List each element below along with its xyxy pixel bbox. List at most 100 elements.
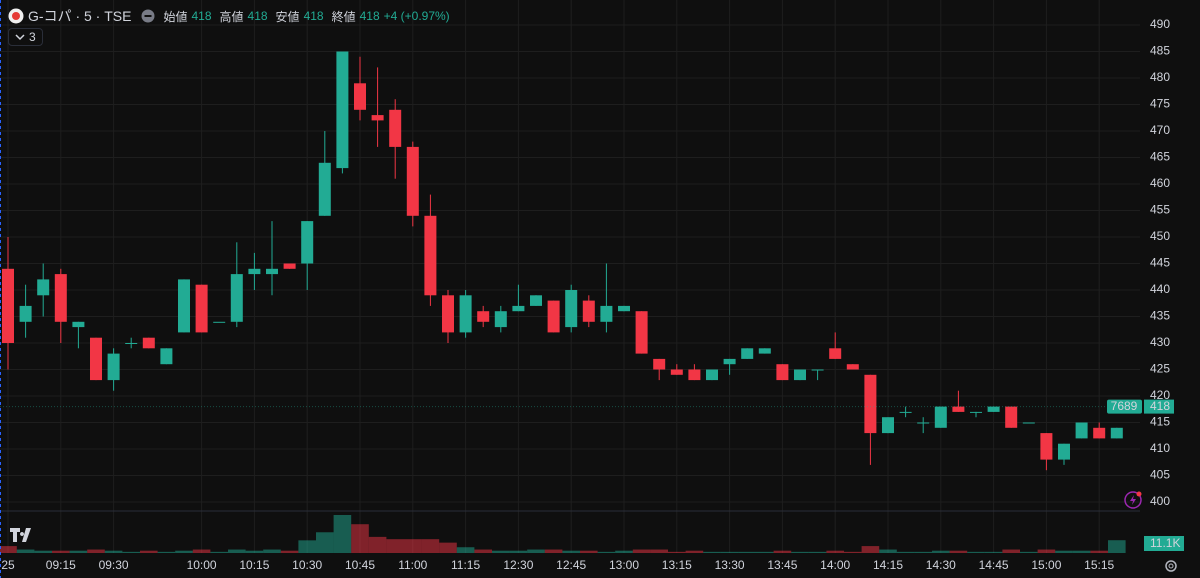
volume-bar xyxy=(896,551,915,553)
volume-bar xyxy=(175,550,193,553)
candle-body xyxy=(459,295,472,333)
low-value: 418 xyxy=(303,9,324,23)
volume-bar xyxy=(52,550,70,553)
y-tick-label: 475 xyxy=(1150,97,1170,111)
candle-body xyxy=(811,369,824,371)
candle-body xyxy=(477,311,490,322)
candle-body xyxy=(160,348,173,365)
candle-body xyxy=(494,311,507,328)
volume-bar xyxy=(439,542,457,553)
candle-body xyxy=(600,305,613,322)
volume-bar xyxy=(140,550,158,553)
x-tick-label: 09:15 xyxy=(46,558,76,572)
candle-body xyxy=(230,274,243,322)
candle-body xyxy=(1022,422,1035,424)
candle-body xyxy=(794,369,806,381)
candle-body xyxy=(248,268,261,275)
volume-bar xyxy=(245,550,264,553)
x-tick-label: 10:30 xyxy=(292,558,322,572)
candle-body xyxy=(970,411,982,413)
volume-bar xyxy=(404,539,422,553)
candle-body xyxy=(442,295,454,333)
volume-bar xyxy=(544,549,563,553)
volume-tag-bg xyxy=(1144,536,1184,551)
y-tick-label: 485 xyxy=(1150,44,1170,58)
volume-bar xyxy=(703,551,721,553)
volume-bar xyxy=(192,549,211,553)
candle-body xyxy=(266,268,278,275)
x-tick-label: 13:30 xyxy=(715,558,745,572)
volume-bar xyxy=(368,536,387,553)
volume-tag: 11.1K xyxy=(1150,536,1180,550)
candle-body xyxy=(512,305,525,312)
candle-body xyxy=(1075,422,1088,439)
candle-body xyxy=(882,417,894,434)
volume-bar xyxy=(333,515,352,553)
candle-body xyxy=(934,406,947,428)
alert-icon[interactable] xyxy=(1124,491,1142,509)
volume-bar xyxy=(104,550,123,553)
candle-body xyxy=(706,369,718,381)
candle-body xyxy=(125,343,138,344)
volume-bar xyxy=(562,550,580,553)
x-tick-label: 13:00 xyxy=(609,558,639,572)
marks xyxy=(0,51,1126,553)
volume-bar xyxy=(861,546,880,553)
symbol-logo xyxy=(8,8,24,24)
volume-bar xyxy=(685,550,704,553)
y-tick-label: 435 xyxy=(1150,309,1170,323)
candle-body xyxy=(653,358,666,370)
candle-body xyxy=(2,268,14,343)
volume-bar xyxy=(914,551,932,553)
candle-body xyxy=(829,348,842,359)
volume-bar xyxy=(738,551,756,553)
close-label: 終値 xyxy=(331,9,356,24)
hide-button[interactable] xyxy=(141,9,155,23)
settings-icon[interactable] xyxy=(1165,560,1177,572)
y-tick-label: 420 xyxy=(1150,388,1170,402)
candle-body xyxy=(72,321,85,328)
symbol[interactable]: G-コパ · 5 · TSE xyxy=(28,8,132,24)
candle-body xyxy=(1040,433,1053,460)
volume-bar xyxy=(87,549,105,553)
candle-body xyxy=(776,364,789,381)
chevron xyxy=(15,34,25,41)
y-tick-label: 480 xyxy=(1150,70,1170,84)
candle-body xyxy=(723,358,736,365)
volume-bar xyxy=(527,549,545,553)
candle-body xyxy=(318,162,331,216)
volume-bar xyxy=(650,549,668,553)
y-tick-label: 410 xyxy=(1150,441,1170,455)
y-tick-label: 455 xyxy=(1150,203,1170,217)
high-value: 418 xyxy=(247,9,268,23)
x-tick-label: 14:15 xyxy=(873,558,903,572)
high-label: 高値 xyxy=(219,9,244,24)
candle-body xyxy=(178,279,190,333)
candle-body xyxy=(635,311,648,354)
last-price-bg xyxy=(1144,399,1174,414)
candle-body xyxy=(864,374,877,434)
volume-bar xyxy=(280,550,299,553)
candle-body xyxy=(987,406,1000,412)
candle-body xyxy=(758,348,771,354)
volume-bar xyxy=(808,551,827,553)
volume-bar xyxy=(668,551,686,553)
last-price: 418 xyxy=(1150,399,1170,413)
volume-bar xyxy=(632,549,651,553)
volume-bar xyxy=(615,550,633,553)
volume-bar xyxy=(1072,550,1091,553)
volume-bar xyxy=(0,546,17,553)
candle-body xyxy=(582,300,595,322)
candle-body xyxy=(107,353,120,381)
legend: G-コパ · 5 · TSE 始値 418 高値 418 安値 418 終値 418 +… xyxy=(8,6,450,26)
candle-body xyxy=(1058,443,1070,460)
x-tick-label: 12:45 xyxy=(556,558,586,572)
volume-bar xyxy=(228,549,246,553)
x-tick-label: 10:45 xyxy=(345,558,375,572)
volume-bar xyxy=(1090,550,1108,553)
candle-body xyxy=(670,369,683,375)
y-tick-label: 460 xyxy=(1150,176,1170,190)
indicator-toggle[interactable]: 3 xyxy=(8,28,43,46)
candle-body xyxy=(389,109,402,147)
candle-body xyxy=(688,369,701,381)
